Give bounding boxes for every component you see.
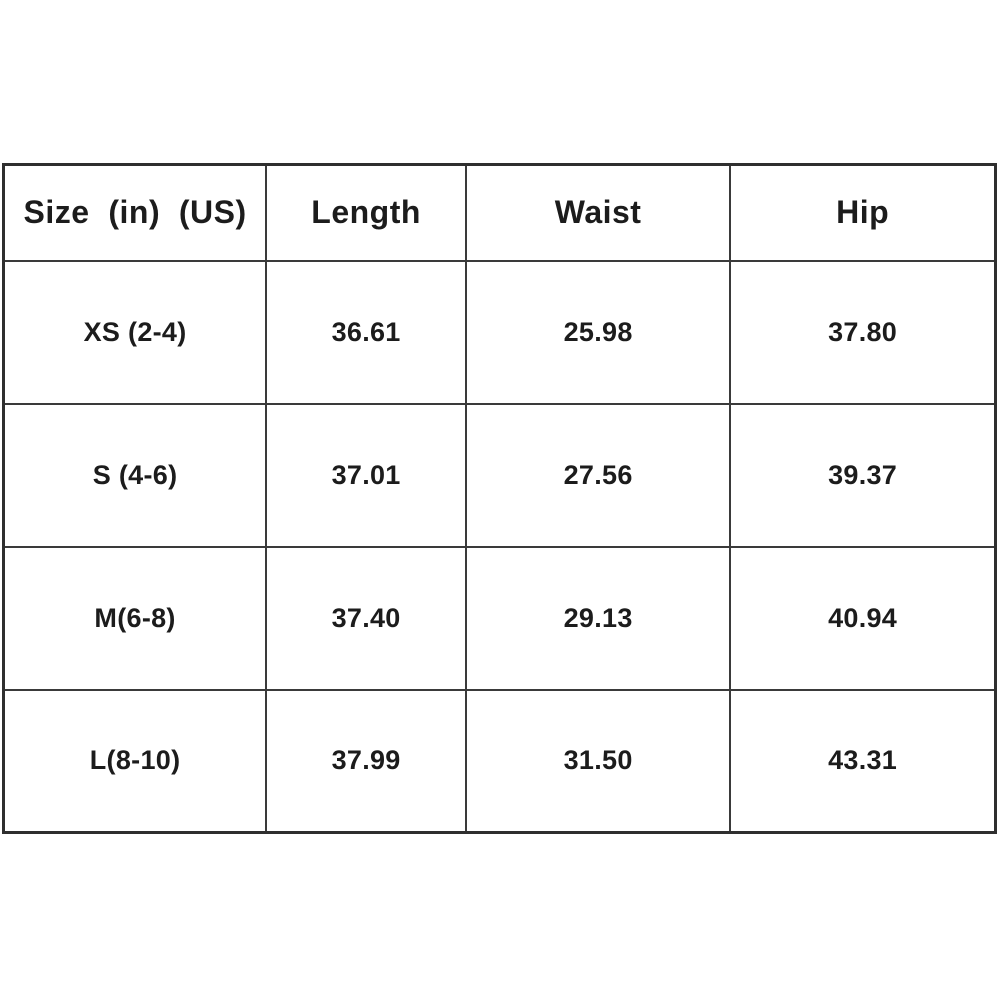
column-header-hip: Hip bbox=[729, 163, 997, 262]
table-row-s: S (4-6) 37.01 27.56 39.37 bbox=[2, 402, 997, 548]
column-header-waist: Waist bbox=[465, 163, 732, 262]
cell-size-m: M(6-8) bbox=[2, 545, 268, 691]
cell-hip-l: 43.31 bbox=[729, 688, 997, 834]
cell-length-s: 37.01 bbox=[265, 402, 468, 548]
cell-size-xs: XS (2-4) bbox=[2, 259, 268, 405]
cell-waist-l: 31.50 bbox=[465, 688, 732, 834]
column-header-size: Size (in) (US) bbox=[2, 163, 268, 262]
cell-hip-xs: 37.80 bbox=[729, 259, 997, 405]
cell-hip-m: 40.94 bbox=[729, 545, 997, 691]
cell-waist-m: 29.13 bbox=[465, 545, 732, 691]
cell-waist-s: 27.56 bbox=[465, 402, 732, 548]
cell-length-xs: 36.61 bbox=[265, 259, 468, 405]
table-row-m: M(6-8) 37.40 29.13 40.94 bbox=[2, 545, 997, 691]
cell-length-m: 37.40 bbox=[265, 545, 468, 691]
table-header-row: Size (in) (US) Length Waist Hip bbox=[2, 163, 997, 262]
column-header-length: Length bbox=[265, 163, 468, 262]
size-chart-table: Size (in) (US) Length Waist Hip XS (2-4)… bbox=[2, 163, 997, 834]
cell-size-s: S (4-6) bbox=[2, 402, 268, 548]
cell-waist-xs: 25.98 bbox=[465, 259, 732, 405]
cell-size-l: L(8-10) bbox=[2, 688, 268, 834]
cell-hip-s: 39.37 bbox=[729, 402, 997, 548]
cell-length-l: 37.99 bbox=[265, 688, 468, 834]
table-row-xs: XS (2-4) 36.61 25.98 37.80 bbox=[2, 259, 997, 405]
table-row-l: L(8-10) 37.99 31.50 43.31 bbox=[2, 688, 997, 834]
